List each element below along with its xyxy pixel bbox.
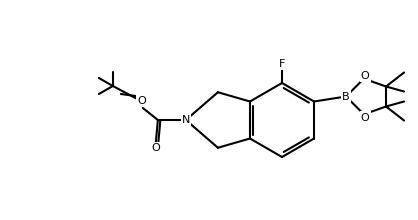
Text: O: O <box>361 70 370 81</box>
Text: F: F <box>279 59 285 69</box>
Text: O: O <box>361 112 370 123</box>
Text: O: O <box>151 143 160 153</box>
Text: N: N <box>182 115 190 125</box>
Text: O: O <box>138 96 146 106</box>
Text: B: B <box>342 92 350 101</box>
